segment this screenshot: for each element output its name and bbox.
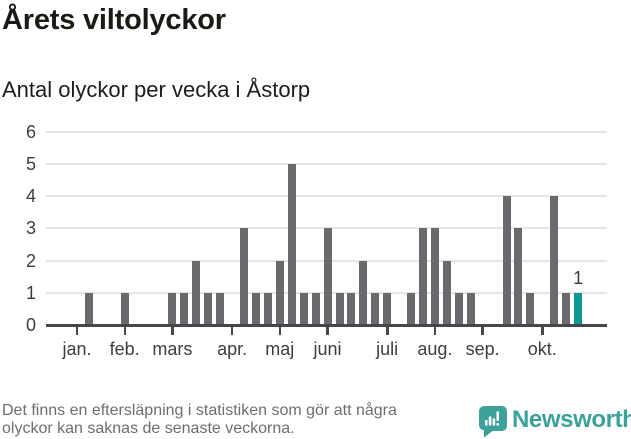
y-axis-label: 4	[25, 186, 36, 207]
gridline	[46, 163, 607, 165]
gridline	[46, 195, 607, 198]
x-axis-month-label: apr.	[217, 339, 248, 359]
bar-week-41	[550, 196, 559, 325]
bar-week-17	[263, 292, 272, 325]
bar-week-43-highlight	[574, 292, 583, 325]
bar-week-27	[383, 292, 392, 325]
newsworthy-logo: Newsworthy	[479, 406, 631, 438]
chart-subtitle: Antal olyckor per vecka i Åstorp	[2, 77, 311, 102]
bar-week-23	[335, 292, 344, 325]
bar-week-15	[240, 228, 248, 325]
bar-week-20	[299, 292, 308, 325]
gridline	[46, 130, 607, 133]
bar-week-37	[502, 196, 511, 325]
footnote-line-2: olyckor kan saknas de senaste veckorna.	[2, 420, 295, 437]
x-axis-tick	[123, 326, 126, 335]
bar-week-16	[251, 292, 260, 325]
x-axis-month-label: sep.	[465, 339, 500, 359]
bar-week-5	[120, 292, 129, 325]
bar-week-12	[204, 292, 213, 325]
x-axis-tick	[541, 326, 544, 335]
bar-week-22	[323, 228, 332, 325]
x-axis-month-label: juli	[376, 339, 399, 359]
bar-week-10	[180, 292, 189, 325]
bar-week-34	[466, 292, 475, 325]
bar-week-11	[192, 260, 201, 325]
y-axis-label: 2	[25, 250, 36, 271]
x-axis-month-label: okt.	[527, 339, 557, 359]
x-axis-month-label: jan.	[62, 339, 92, 359]
x-axis-month-label: feb.	[109, 339, 140, 359]
x-axis-month-label: maj	[265, 339, 295, 359]
bar-value-label: 1	[573, 267, 584, 288]
bar-week-38	[514, 228, 523, 325]
chart-title: Årets viltolyckor	[2, 4, 226, 36]
x-axis-tick	[481, 326, 484, 335]
bar-week-29	[407, 292, 415, 325]
y-axis-label: 0	[25, 315, 36, 335]
bar-week-42	[562, 292, 571, 325]
bar-week-18	[275, 260, 284, 325]
x-axis-tick	[171, 326, 174, 335]
x-axis-tick	[75, 326, 79, 335]
newsworthy-bubble-chart-icon	[479, 406, 507, 438]
bar-week-31	[430, 228, 439, 325]
footnote-line-1: Det finns en eftersläpning i statistiken…	[2, 402, 397, 419]
y-axis-label: 6	[25, 121, 36, 142]
bar-week-25	[359, 260, 368, 325]
bar-week-13	[216, 292, 225, 325]
x-axis-tick	[386, 326, 389, 335]
x-axis-tick	[433, 326, 437, 335]
bar-week-24	[347, 292, 356, 325]
footnote: Det finns en eftersläpning i statistiken…	[2, 402, 397, 438]
x-axis-baseline	[46, 323, 607, 327]
bar-week-2	[84, 292, 93, 325]
bar-week-19	[287, 164, 296, 325]
x-axis-month-label: mars	[152, 339, 193, 359]
bar-week-33	[454, 292, 463, 325]
newsworthy-wordmark: Newsworthy	[512, 406, 631, 433]
x-axis-month-label: aug.	[417, 339, 453, 359]
y-axis-label: 1	[25, 282, 36, 303]
x-axis-month-label: juni	[313, 339, 342, 359]
bar-week-32	[442, 260, 451, 325]
bar-week-39	[526, 292, 535, 325]
bar-week-30	[419, 228, 427, 325]
bar-week-26	[371, 292, 380, 325]
bar-week-9	[168, 292, 177, 325]
x-axis-tick	[326, 326, 329, 335]
bar-week-21	[311, 292, 320, 325]
y-axis-label: 3	[25, 218, 36, 239]
x-axis-tick	[278, 326, 282, 335]
y-axis-label: 5	[25, 154, 36, 174]
x-axis-tick	[230, 326, 234, 335]
